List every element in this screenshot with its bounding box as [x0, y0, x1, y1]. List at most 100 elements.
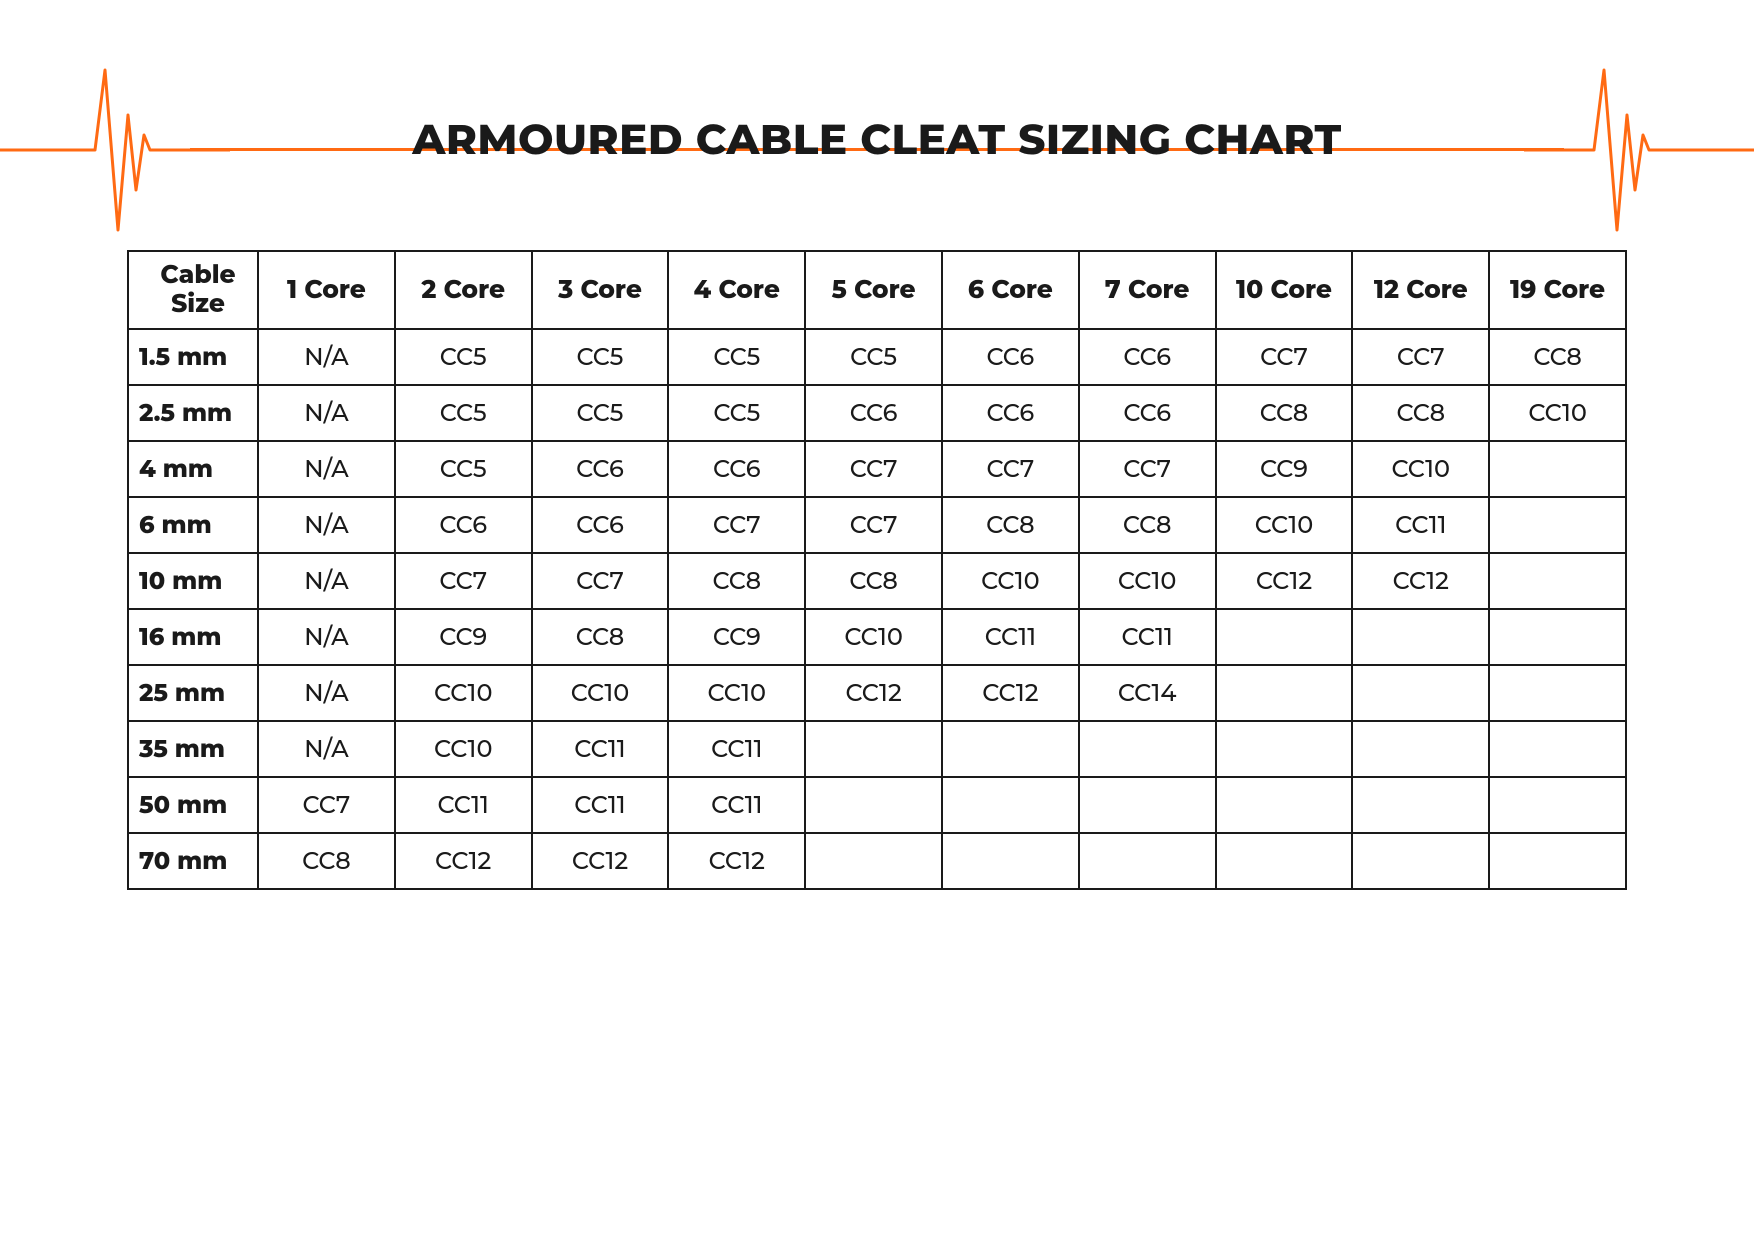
- data-cell: CC7: [1216, 329, 1353, 385]
- data-cell: [1079, 721, 1216, 777]
- data-cell: CC7: [1352, 329, 1489, 385]
- data-cell: [1216, 777, 1353, 833]
- data-cell: CC5: [668, 329, 805, 385]
- row-header: 16 mm: [128, 609, 258, 665]
- data-cell: CC10: [395, 665, 532, 721]
- data-cell: CC10: [532, 665, 669, 721]
- data-cell: [805, 833, 942, 889]
- data-cell: [805, 721, 942, 777]
- table-row: 10 mmN/ACC7CC7CC8CC8CC10CC10CC12CC12: [128, 553, 1626, 609]
- data-cell: CC7: [258, 777, 395, 833]
- data-cell: CC10: [1352, 441, 1489, 497]
- row-header: 25 mm: [128, 665, 258, 721]
- data-cell: CC6: [1079, 329, 1216, 385]
- data-cell: [1489, 609, 1626, 665]
- data-cell: CC7: [942, 441, 1079, 497]
- data-cell: N/A: [258, 721, 395, 777]
- data-cell: CC8: [942, 497, 1079, 553]
- data-cell: [1352, 665, 1489, 721]
- data-cell: CC8: [1216, 385, 1353, 441]
- data-cell: N/A: [258, 553, 395, 609]
- table-header-row: CableSize 1 Core2 Core3 Core4 Core5 Core6…: [128, 251, 1626, 329]
- col-header-core: 7 Core: [1079, 251, 1216, 329]
- data-cell: CC6: [942, 385, 1079, 441]
- data-cell: [1489, 441, 1626, 497]
- col-header-core: 3 Core: [532, 251, 669, 329]
- data-cell: CC5: [395, 441, 532, 497]
- data-cell: CC11: [532, 777, 669, 833]
- data-cell: CC11: [668, 777, 805, 833]
- data-cell: CC14: [1079, 665, 1216, 721]
- col-label: CableSize: [160, 260, 235, 319]
- row-header: 35 mm: [128, 721, 258, 777]
- col-header-core: 4 Core: [668, 251, 805, 329]
- data-cell: CC8: [1352, 385, 1489, 441]
- row-header: 1.5 mm: [128, 329, 258, 385]
- data-cell: N/A: [258, 497, 395, 553]
- data-cell: CC10: [1489, 385, 1626, 441]
- row-header: 4 mm: [128, 441, 258, 497]
- data-cell: [1216, 721, 1353, 777]
- data-cell: CC6: [532, 441, 669, 497]
- col-header-core: 5 Core: [805, 251, 942, 329]
- table-row: 2.5 mmN/ACC5CC5CC5CC6CC6CC6CC8CC8CC10: [128, 385, 1626, 441]
- data-cell: CC8: [805, 553, 942, 609]
- data-cell: CC9: [395, 609, 532, 665]
- data-cell: CC10: [942, 553, 1079, 609]
- data-cell: N/A: [258, 609, 395, 665]
- data-cell: CC6: [395, 497, 532, 553]
- data-cell: N/A: [258, 385, 395, 441]
- data-cell: [1352, 609, 1489, 665]
- data-cell: CC11: [1352, 497, 1489, 553]
- data-cell: CC5: [668, 385, 805, 441]
- data-cell: CC11: [942, 609, 1079, 665]
- data-cell: CC10: [805, 609, 942, 665]
- data-cell: CC10: [1079, 553, 1216, 609]
- data-cell: CC5: [395, 385, 532, 441]
- data-cell: CC5: [395, 329, 532, 385]
- data-cell: CC6: [942, 329, 1079, 385]
- col-header-core: 2 Core: [395, 251, 532, 329]
- col-header-core: 1 Core: [258, 251, 395, 329]
- data-cell: CC8: [1489, 329, 1626, 385]
- page: ARMOURED CABLE CLEAT SIZING CHART CableS…: [0, 0, 1754, 1240]
- data-cell: CC12: [532, 833, 669, 889]
- data-cell: CC7: [395, 553, 532, 609]
- row-header: 50 mm: [128, 777, 258, 833]
- data-cell: CC12: [1216, 553, 1353, 609]
- data-cell: [1489, 497, 1626, 553]
- data-cell: CC11: [1079, 609, 1216, 665]
- data-cell: CC8: [668, 553, 805, 609]
- data-cell: CC8: [258, 833, 395, 889]
- data-cell: [1489, 665, 1626, 721]
- row-header: 70 mm: [128, 833, 258, 889]
- data-cell: CC7: [668, 497, 805, 553]
- data-cell: CC8: [1079, 497, 1216, 553]
- data-cell: [942, 721, 1079, 777]
- data-cell: CC6: [1079, 385, 1216, 441]
- data-cell: CC6: [532, 497, 669, 553]
- table-row: 70 mmCC8CC12CC12CC12: [128, 833, 1626, 889]
- data-cell: N/A: [258, 441, 395, 497]
- table-row: 6 mmN/ACC6CC6CC7CC7CC8CC8CC10CC11: [128, 497, 1626, 553]
- data-cell: CC11: [532, 721, 669, 777]
- data-cell: CC5: [805, 329, 942, 385]
- data-cell: [1489, 777, 1626, 833]
- data-cell: CC12: [668, 833, 805, 889]
- col-header-core: 12 Core: [1352, 251, 1489, 329]
- data-cell: CC8: [532, 609, 669, 665]
- table-row: 16 mmN/ACC9CC8CC9CC10CC11CC11: [128, 609, 1626, 665]
- data-cell: CC7: [532, 553, 669, 609]
- table-row: 1.5 mmN/ACC5CC5CC5CC5CC6CC6CC7CC7CC8: [128, 329, 1626, 385]
- page-title: ARMOURED CABLE CLEAT SIZING CHART: [0, 113, 1754, 165]
- data-cell: [1352, 833, 1489, 889]
- data-cell: [942, 833, 1079, 889]
- data-cell: [1489, 553, 1626, 609]
- table-row: 4 mmN/ACC5CC6CC6CC7CC7CC7CC9CC10: [128, 441, 1626, 497]
- data-cell: N/A: [258, 665, 395, 721]
- data-cell: CC12: [1352, 553, 1489, 609]
- data-cell: [1352, 721, 1489, 777]
- data-cell: CC7: [805, 441, 942, 497]
- col-header-core: 6 Core: [942, 251, 1079, 329]
- data-cell: CC11: [668, 721, 805, 777]
